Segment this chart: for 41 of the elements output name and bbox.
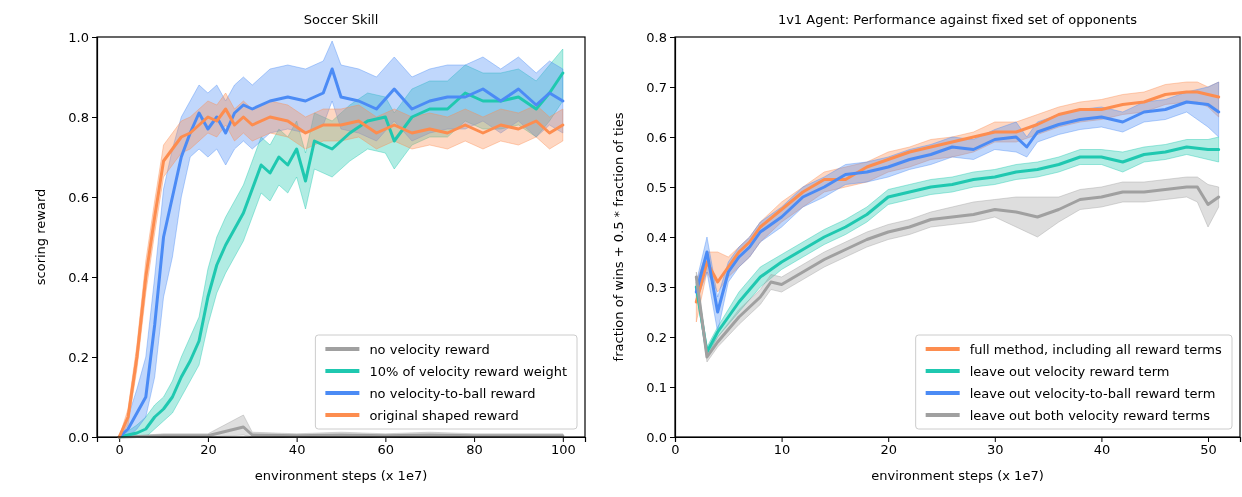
legend-label: full method, including all reward terms [969, 341, 1222, 357]
y-tick-label: 0.1 [646, 379, 667, 395]
y-tick-label: 0.7 [646, 79, 667, 95]
y-tick-label: 1.0 [68, 29, 89, 45]
legend-label: leave out velocity reward term [969, 363, 1170, 379]
chart-title: 1v1 Agent: Performance against fixed set of opponents [777, 12, 1138, 27]
legend-label: original shaped reward [369, 407, 519, 423]
x-tick-label: 100 [550, 442, 576, 458]
x-tick-label: 40 [1093, 442, 1111, 458]
x-tick-label: 50 [1200, 442, 1217, 458]
y-tick-label: 0.2 [68, 349, 89, 365]
y-tick-label: 0.5 [646, 179, 667, 195]
y-tick-label: 0.0 [68, 429, 89, 445]
legend-label: no velocity reward [369, 341, 490, 357]
y-tick-label: 0.8 [68, 109, 89, 125]
legend-label: leave out velocity-to-ball reward term [969, 385, 1216, 401]
y-tick-label: 0.6 [646, 129, 667, 145]
y-axis-title: fraction of wins + 0.5 * fraction of ties [611, 112, 626, 362]
legend-label: leave out both velocity reward terms [969, 407, 1211, 423]
x-tick-label: 10 [773, 442, 791, 458]
x-tick-label: 80 [466, 442, 483, 458]
y-tick-label: 0.8 [646, 29, 667, 45]
y-tick-label: 0.0 [646, 429, 667, 445]
y-tick-label: 0.4 [646, 229, 667, 245]
x-tick-label: 40 [288, 442, 306, 458]
x-tick-label: 20 [880, 442, 897, 458]
x-tick-label: 60 [377, 442, 395, 458]
y-tick-label: 0.4 [68, 269, 89, 285]
x-tick-label: 30 [987, 442, 1004, 458]
x-tick-label: 20 [200, 442, 217, 458]
x-axis-title: environment steps (x 1e7) [254, 468, 428, 483]
y-axis-title: scoring reward [33, 188, 48, 286]
y-tick-label: 0.2 [646, 329, 667, 345]
x-tick-label: 0 [115, 442, 124, 458]
y-tick-label: 0.6 [68, 189, 89, 205]
chart-title: Soccer Skill [303, 12, 379, 27]
x-axis-title: environment steps (x 1e7) [871, 468, 1044, 483]
x-tick-label: 0 [671, 442, 680, 458]
legend-label: no velocity-to-ball reward [369, 385, 536, 401]
legend-label: 10% of velocity reward weight [369, 363, 567, 379]
y-tick-label: 0.3 [646, 279, 667, 295]
